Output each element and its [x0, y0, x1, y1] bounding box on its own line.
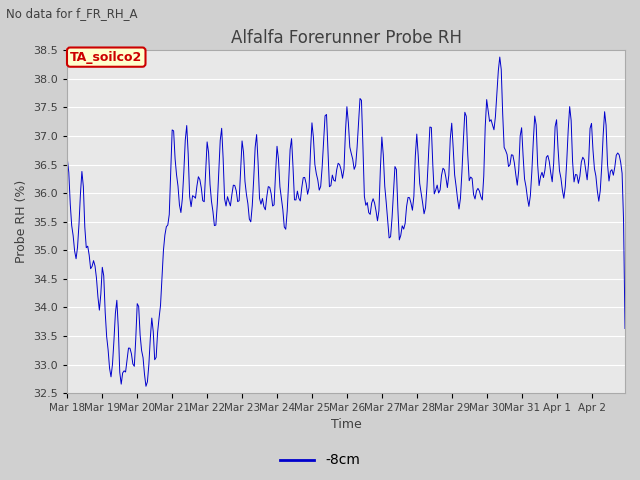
X-axis label: Time: Time [331, 419, 362, 432]
Text: TA_soilco2: TA_soilco2 [70, 50, 142, 64]
Y-axis label: Probe RH (%): Probe RH (%) [15, 180, 28, 264]
Title: Alfalfa Forerunner Probe RH: Alfalfa Forerunner Probe RH [230, 29, 461, 48]
Legend: -8cm: -8cm [274, 448, 366, 473]
Text: No data for f_FR_RH_A: No data for f_FR_RH_A [6, 7, 138, 20]
